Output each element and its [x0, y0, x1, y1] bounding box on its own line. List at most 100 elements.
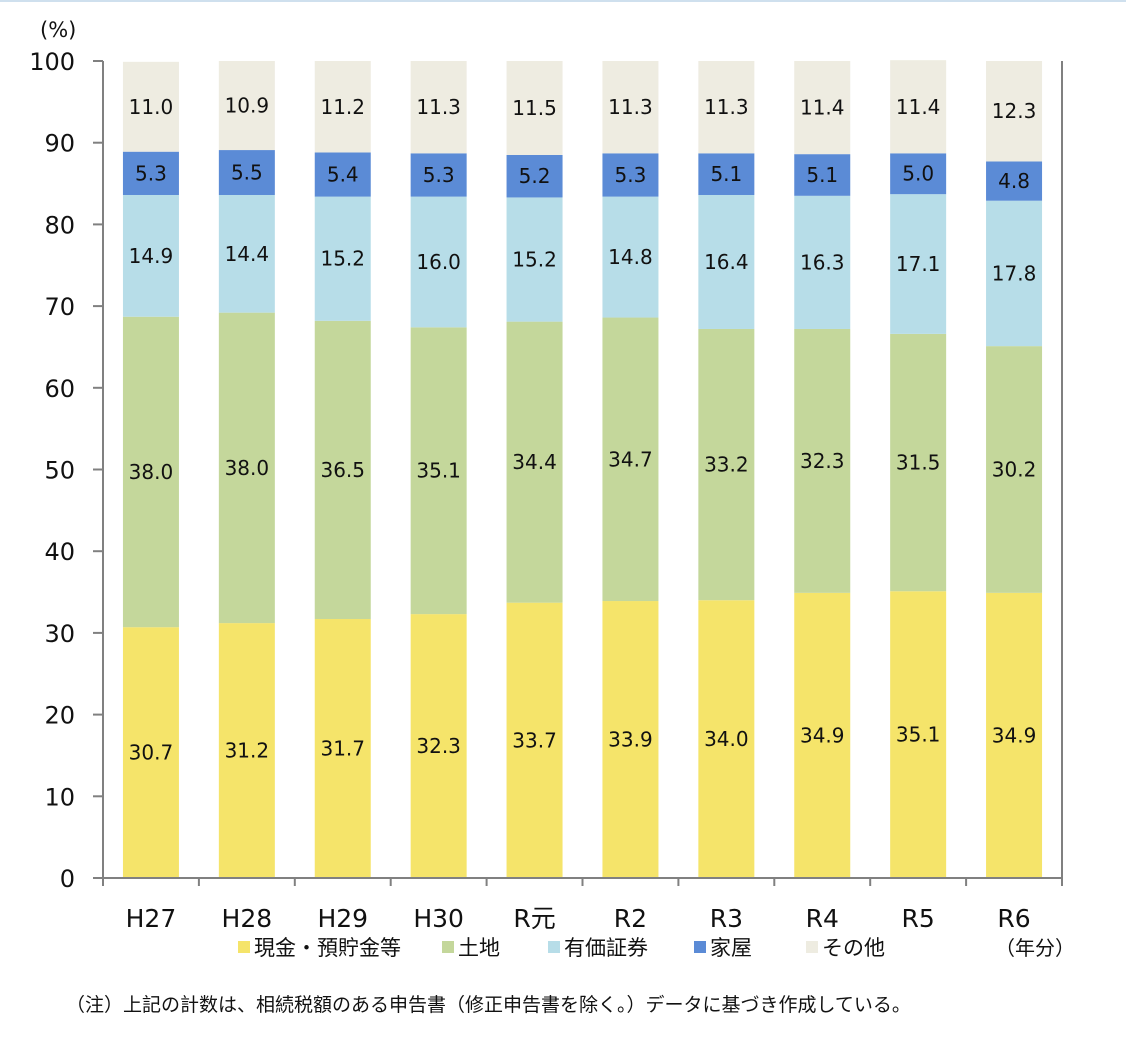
data-label: 16.0 [416, 250, 461, 274]
bar-segment [986, 200, 1043, 347]
bar-segment [506, 197, 563, 322]
data-label: 17.1 [896, 252, 941, 276]
data-label: 33.9 [608, 728, 653, 752]
bar-segment [410, 327, 467, 615]
bar-segment [698, 328, 755, 601]
data-label: 5.1 [806, 163, 838, 187]
data-label: 34.0 [704, 727, 749, 751]
data-label: 14.9 [129, 244, 174, 268]
data-label: 5.4 [327, 163, 359, 187]
bar-segment [506, 602, 563, 878]
bar-segment [602, 317, 659, 602]
bar-segment [890, 194, 947, 334]
data-label: 11.4 [800, 96, 845, 120]
legend-label: 土地 [458, 936, 500, 960]
top-border [0, 0, 1126, 2]
data-label: 16.4 [704, 250, 749, 274]
bar-segment [794, 61, 851, 155]
data-label: 34.9 [992, 723, 1037, 747]
bar-segment [314, 61, 371, 153]
bar-segment [218, 61, 275, 151]
stacked-bar-chart: 30.7 38.0 14.9 5.3 11.0 H27 31.2 38.0 14.4 5.5 10.… [29, 18, 1075, 960]
bar-segment [986, 161, 1043, 201]
data-label: 14.8 [608, 245, 653, 269]
bar-segment [794, 328, 851, 593]
data-label: 31.2 [225, 739, 270, 763]
bar-segment [602, 601, 659, 878]
bar-segment [890, 60, 947, 154]
data-label: 12.3 [992, 99, 1037, 123]
data-label: 15.2 [320, 247, 365, 271]
legend-swatch [238, 941, 250, 953]
y-tick-label: 40 [44, 538, 75, 566]
data-label: 5.3 [423, 163, 455, 187]
x-tick-label: R6 [997, 904, 1030, 933]
legend-label: 有価証券 [564, 936, 648, 960]
bar-segment [602, 153, 659, 197]
x-tick-label: R元 [513, 904, 555, 933]
y-unit-label: (%) [40, 18, 76, 42]
bar-segment [218, 150, 275, 195]
bar-segment [794, 154, 851, 196]
data-label: 33.7 [512, 728, 557, 752]
data-label: 36.5 [320, 458, 365, 482]
x-tick-label: R4 [806, 904, 839, 933]
bar-segment [410, 61, 467, 154]
legend-swatch [442, 941, 454, 953]
data-label: 32.3 [800, 449, 845, 473]
bar-segment [122, 627, 179, 878]
data-label: 38.0 [129, 460, 174, 484]
data-label: 32.3 [416, 734, 461, 758]
bar-segment [698, 61, 755, 154]
bar-segment [506, 321, 563, 603]
legend-label: 現金・預貯金等 [254, 936, 401, 960]
data-label: 10.9 [225, 94, 270, 118]
data-label: 11.2 [320, 95, 365, 119]
y-tick-label: 70 [44, 293, 75, 321]
data-label: 11.3 [416, 95, 461, 119]
data-label: 5.1 [710, 162, 742, 186]
data-label: 16.3 [800, 250, 845, 274]
bar-segment [698, 194, 755, 329]
bar-segment [698, 600, 755, 878]
bar-segment [986, 61, 1043, 162]
data-label: 15.2 [512, 248, 557, 272]
data-label: 31.7 [320, 737, 365, 761]
y-tick-label: 10 [44, 783, 75, 811]
data-label: 5.3 [615, 163, 647, 187]
legend-label: 家屋 [710, 936, 752, 960]
bar-segment [314, 152, 371, 197]
y-tick-label: 0 [60, 865, 75, 893]
data-label: 30.2 [992, 458, 1037, 482]
legend-swatch [548, 941, 560, 953]
data-label: 11.5 [512, 96, 557, 120]
y-tick-label: 50 [44, 457, 75, 485]
data-label: 34.9 [800, 723, 845, 747]
data-label: 31.5 [896, 451, 941, 475]
bar-segment [890, 333, 947, 592]
bar-segment [218, 312, 275, 624]
data-label: 35.1 [416, 459, 461, 483]
bar-segment [410, 196, 467, 328]
data-label: 33.2 [704, 453, 749, 477]
y-tick-label: 90 [44, 130, 75, 158]
data-label: 5.2 [519, 164, 551, 188]
x-tick-label: H29 [317, 904, 368, 933]
data-label: 34.7 [608, 447, 653, 471]
data-label: 11.3 [704, 95, 749, 119]
data-label: 34.4 [512, 450, 557, 474]
x-tick-label: H28 [222, 904, 273, 933]
data-label: 11.4 [896, 95, 941, 119]
data-label: 38.0 [225, 456, 270, 480]
bar-segment [602, 61, 659, 154]
y-tick-label: 30 [44, 620, 75, 648]
bar-segment [122, 316, 179, 628]
y-tick-label: 60 [44, 375, 75, 403]
legend-swatch [694, 941, 706, 953]
bar-segment [890, 153, 947, 195]
data-label: 5.5 [231, 161, 263, 185]
bar-segment [122, 151, 179, 195]
bar-segment [698, 153, 755, 195]
bar-segment [410, 614, 467, 878]
y-tick-label: 20 [44, 702, 75, 730]
